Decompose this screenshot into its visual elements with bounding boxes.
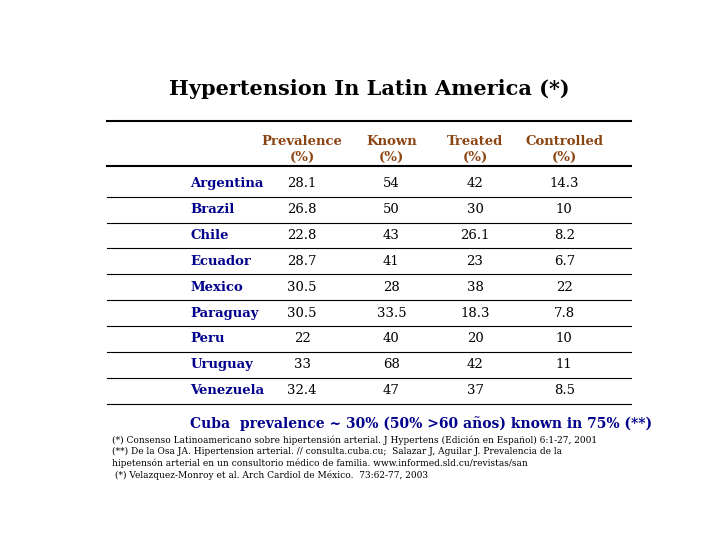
Text: 26.1: 26.1 (460, 229, 490, 242)
Text: (*) Consenso Latinoamericano sobre hipertensión arterial. J Hypertens (Edición e: (*) Consenso Latinoamericano sobre hiper… (112, 436, 598, 445)
Text: 6.7: 6.7 (554, 255, 575, 268)
Text: 10: 10 (556, 203, 572, 216)
Text: Controlled
(%): Controlled (%) (526, 136, 603, 164)
Text: 22.8: 22.8 (287, 229, 317, 242)
Text: 30.5: 30.5 (287, 281, 317, 294)
Text: 33.5: 33.5 (377, 307, 406, 320)
Text: (*) Velazquez-Monroy et al. Arch Cardiol de México.  73:62-77, 2003: (*) Velazquez-Monroy et al. Arch Cardiol… (112, 471, 428, 480)
Text: 8.2: 8.2 (554, 229, 575, 242)
Text: 68: 68 (383, 359, 400, 372)
Text: Known
(%): Known (%) (366, 136, 417, 164)
Text: 20: 20 (467, 333, 483, 346)
Text: 32.4: 32.4 (287, 384, 317, 397)
Text: Cuba  prevalence ~ 30% (50% >60 años) known in 75% (**): Cuba prevalence ~ 30% (50% >60 años) kno… (190, 416, 652, 431)
Text: 43: 43 (383, 229, 400, 242)
Text: 28: 28 (383, 281, 400, 294)
Text: 50: 50 (383, 203, 400, 216)
Text: Mexico: Mexico (190, 281, 243, 294)
Text: 26.8: 26.8 (287, 203, 317, 216)
Text: Prevalence
(%): Prevalence (%) (261, 136, 343, 164)
Text: (**) De la Osa JA. Hipertension arterial. // consulta.cuba.cu;  Salazar J, Aguil: (**) De la Osa JA. Hipertension arterial… (112, 447, 562, 456)
Text: 7.8: 7.8 (554, 307, 575, 320)
Text: 8.5: 8.5 (554, 384, 575, 397)
Text: 28.7: 28.7 (287, 255, 317, 268)
Text: 14.3: 14.3 (549, 177, 579, 190)
Text: 42: 42 (467, 177, 483, 190)
Text: Peru: Peru (190, 333, 225, 346)
Text: 28.1: 28.1 (287, 177, 317, 190)
Text: Uruguay: Uruguay (190, 359, 253, 372)
Text: 18.3: 18.3 (460, 307, 490, 320)
Text: 22: 22 (556, 281, 572, 294)
Text: Venezuela: Venezuela (190, 384, 264, 397)
Text: 33: 33 (294, 359, 310, 372)
Text: 42: 42 (467, 359, 483, 372)
Text: Hypertension In Latin America (*): Hypertension In Latin America (*) (168, 79, 570, 99)
Text: hipetensón arterial en un consultorio médico de familia. www.informed.sld.cu/rev: hipetensón arterial en un consultorio mé… (112, 459, 528, 469)
Text: 30.5: 30.5 (287, 307, 317, 320)
Text: Ecuador: Ecuador (190, 255, 251, 268)
Text: 30: 30 (467, 203, 483, 216)
Text: 37: 37 (467, 384, 484, 397)
Text: 23: 23 (467, 255, 483, 268)
Text: 54: 54 (383, 177, 400, 190)
Text: 41: 41 (383, 255, 400, 268)
Text: Paraguay: Paraguay (190, 307, 259, 320)
Text: 38: 38 (467, 281, 483, 294)
Text: 11: 11 (556, 359, 572, 372)
Text: Treated
(%): Treated (%) (447, 136, 503, 164)
Text: Argentina: Argentina (190, 177, 264, 190)
Text: Brazil: Brazil (190, 203, 235, 216)
Text: 22: 22 (294, 333, 310, 346)
Text: Chile: Chile (190, 229, 229, 242)
Text: 10: 10 (556, 333, 572, 346)
Text: 47: 47 (383, 384, 400, 397)
Text: 40: 40 (383, 333, 400, 346)
